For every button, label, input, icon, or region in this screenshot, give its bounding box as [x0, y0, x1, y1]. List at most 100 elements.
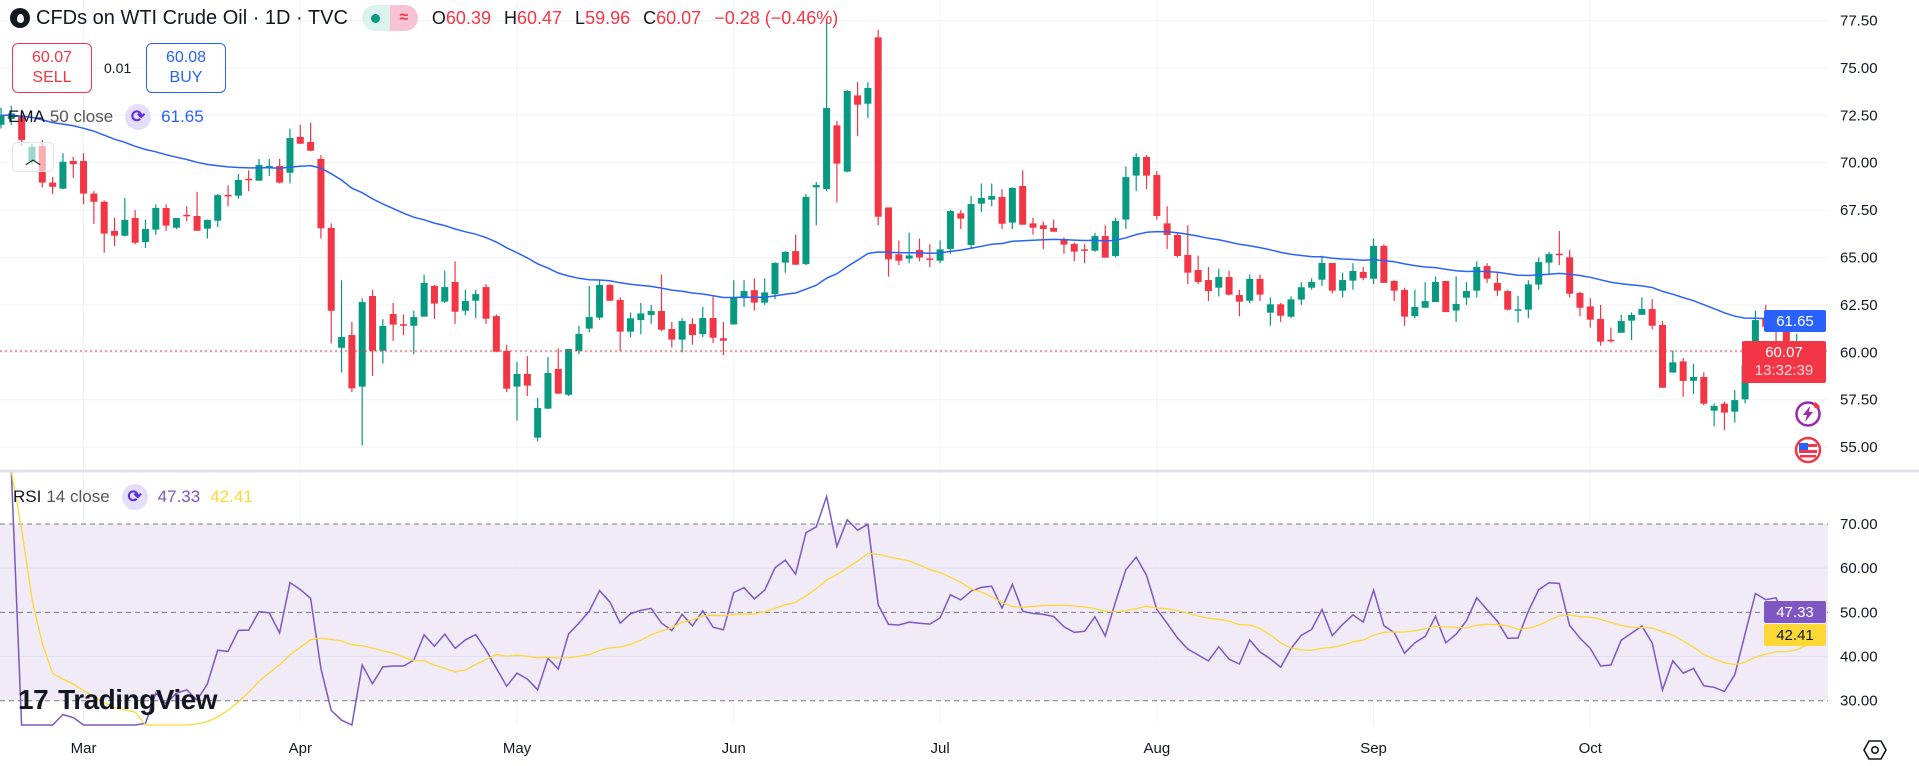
candle[interactable]	[1050, 219, 1058, 232]
candle[interactable]	[750, 278, 758, 311]
us-flag-event-icon[interactable]	[1794, 436, 1822, 464]
candle[interactable]	[1689, 363, 1697, 395]
candle[interactable]	[234, 174, 242, 199]
candle[interactable]	[348, 321, 356, 393]
candle[interactable]	[606, 284, 614, 302]
candle[interactable]	[565, 349, 573, 396]
candle[interactable]	[369, 289, 377, 377]
candle[interactable]	[1514, 295, 1522, 323]
candle[interactable]	[1401, 287, 1409, 326]
candle[interactable]	[1359, 266, 1367, 281]
candle[interactable]	[69, 157, 77, 178]
candle[interactable]	[286, 128, 294, 184]
candle[interactable]	[998, 189, 1006, 230]
candle[interactable]	[317, 155, 325, 239]
candle[interactable]	[637, 303, 645, 335]
candle[interactable]	[967, 195, 975, 249]
candle[interactable]	[307, 122, 315, 152]
refresh-icon[interactable]: ⟳	[125, 104, 152, 130]
buy-button[interactable]: 60.08 BUY	[146, 43, 226, 93]
candle[interactable]	[1349, 263, 1357, 290]
candle[interactable]	[833, 120, 841, 203]
candle[interactable]	[854, 82, 862, 137]
candle[interactable]	[327, 223, 335, 344]
candle[interactable]	[1112, 217, 1120, 258]
candle[interactable]	[740, 280, 748, 307]
lightning-event-icon[interactable]	[1794, 400, 1822, 428]
candle[interactable]	[1669, 350, 1677, 373]
candle[interactable]	[1442, 281, 1450, 313]
candle[interactable]	[1597, 304, 1605, 346]
candle[interactable]	[1070, 242, 1078, 262]
candle[interactable]	[1339, 272, 1347, 298]
candle[interactable]	[410, 310, 418, 355]
candle[interactable]	[141, 219, 149, 249]
candle[interactable]	[451, 261, 459, 324]
tradingview-logo[interactable]: 17 TradingView	[18, 684, 218, 716]
candle[interactable]	[1421, 282, 1429, 308]
candle[interactable]	[492, 314, 500, 353]
candle[interactable]	[1452, 276, 1460, 322]
candle[interactable]	[627, 312, 635, 338]
delayed-data-icon[interactable]: ≈	[389, 5, 418, 31]
market-open-dot-icon[interactable]	[361, 5, 390, 31]
candle[interactable]	[338, 280, 346, 373]
candle[interactable]	[172, 218, 180, 230]
candle[interactable]	[1318, 255, 1326, 286]
candle[interactable]	[1659, 321, 1667, 388]
candle[interactable]	[100, 200, 108, 253]
candle[interactable]	[1132, 153, 1140, 192]
symbol-title[interactable]: CFDs on WTI Crude Oil · 1D · TVC	[36, 6, 348, 29]
candle[interactable]	[1628, 312, 1636, 340]
candle[interactable]	[399, 314, 407, 336]
candle[interactable]	[1545, 251, 1553, 275]
candle[interactable]	[1504, 289, 1512, 311]
candle[interactable]	[812, 182, 820, 226]
candle[interactable]	[523, 356, 531, 396]
candle[interactable]	[1153, 171, 1161, 220]
candle[interactable]	[554, 348, 562, 395]
candle[interactable]	[915, 238, 923, 262]
candle[interactable]	[1287, 296, 1295, 319]
candle[interactable]	[1679, 357, 1687, 397]
candle[interactable]	[1700, 372, 1708, 406]
candle[interactable]	[1194, 255, 1202, 285]
candle[interactable]	[843, 90, 851, 173]
candle[interactable]	[977, 183, 985, 212]
sell-button[interactable]: 60.07 SELL	[12, 43, 92, 93]
candle[interactable]	[59, 153, 67, 190]
candle[interactable]	[1411, 289, 1419, 319]
candle[interactable]	[430, 284, 438, 320]
candle[interactable]	[709, 295, 717, 343]
candle[interactable]	[544, 357, 552, 410]
candle[interactable]	[668, 321, 676, 348]
candle[interactable]	[1225, 270, 1233, 296]
candle[interactable]	[513, 361, 521, 421]
candle[interactable]	[534, 397, 542, 442]
candle[interactable]	[472, 289, 480, 319]
candle[interactable]	[1019, 170, 1027, 225]
market-status[interactable]: ≈	[361, 5, 418, 31]
candle[interactable]	[1576, 291, 1584, 317]
candle[interactable]	[461, 289, 469, 316]
candle[interactable]	[1235, 289, 1243, 317]
collapse-legend-button[interactable]: ︿	[12, 142, 54, 172]
candle[interactable]	[80, 153, 88, 205]
candle[interactable]	[379, 319, 387, 364]
candle[interactable]	[1081, 244, 1089, 264]
candle[interactable]	[1308, 278, 1316, 290]
candle[interactable]	[1039, 221, 1047, 249]
candle[interactable]	[1493, 272, 1501, 296]
candle[interactable]	[761, 278, 769, 305]
candle[interactable]	[575, 325, 583, 355]
candle[interactable]	[771, 262, 779, 300]
candle[interactable]	[482, 284, 490, 324]
candle[interactable]	[585, 285, 593, 333]
candle[interactable]	[224, 185, 232, 207]
candle[interactable]	[678, 318, 686, 353]
candle[interactable]	[792, 234, 800, 266]
candle[interactable]	[946, 210, 954, 254]
candle[interactable]	[1710, 403, 1718, 427]
ema-legend[interactable]: EMA 50 close ⟳ 61.65	[8, 104, 204, 130]
